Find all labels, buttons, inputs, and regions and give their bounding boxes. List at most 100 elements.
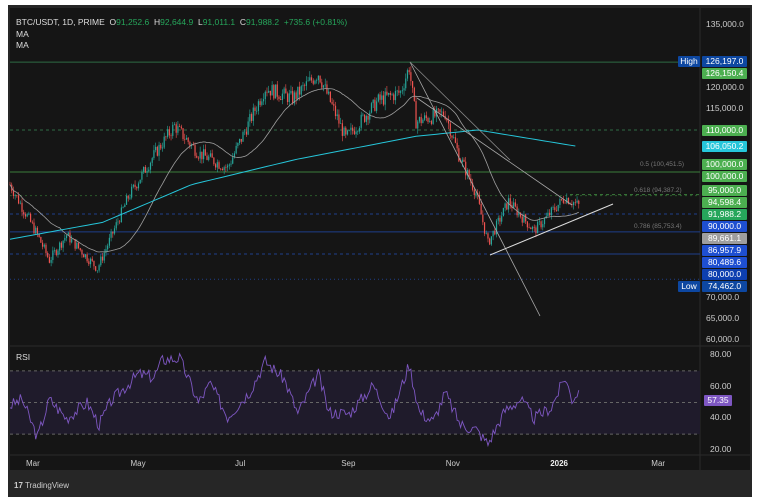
candle-body xyxy=(331,102,333,104)
candle-body xyxy=(122,207,124,208)
candle-body xyxy=(242,132,244,142)
price-label: 89,661.1 xyxy=(702,233,747,245)
candle-body xyxy=(304,85,306,86)
candle-body xyxy=(278,96,280,99)
candle-body xyxy=(269,90,272,96)
candle-body xyxy=(360,114,362,128)
candle-body xyxy=(125,195,128,205)
candle-body xyxy=(425,115,427,119)
tradingview-logo[interactable]: 17 TradingView xyxy=(14,481,69,490)
candle-body xyxy=(165,136,167,138)
candle-body xyxy=(328,91,330,94)
candle-body xyxy=(257,101,260,111)
candle-body xyxy=(67,232,69,236)
candle-body xyxy=(14,195,16,196)
candle-body xyxy=(206,155,208,160)
rsi-legend[interactable]: RSI xyxy=(16,352,31,362)
candle-body xyxy=(262,99,265,102)
candle-body xyxy=(490,236,493,245)
high-value: 92,644.9 xyxy=(160,17,194,27)
candle-body xyxy=(235,145,237,154)
candle-body xyxy=(483,222,486,234)
candle-body xyxy=(408,70,410,73)
candle-body xyxy=(293,92,295,104)
candle-body xyxy=(432,110,434,124)
candle-body xyxy=(119,221,121,223)
candle-body xyxy=(208,156,210,160)
price-label-tag: High xyxy=(678,56,700,68)
candle-body xyxy=(47,253,49,258)
candle-body xyxy=(406,70,409,79)
candle-body xyxy=(554,207,556,210)
candle-body xyxy=(495,220,498,235)
candle-body xyxy=(209,153,212,157)
candle-body xyxy=(297,86,299,99)
candle-body xyxy=(435,108,438,117)
candle-body xyxy=(197,157,200,159)
candle-body xyxy=(345,127,347,135)
ma-legend-2[interactable]: MA xyxy=(16,40,29,50)
rsi-tick-label: 80.00 xyxy=(710,349,732,359)
candle-body xyxy=(187,137,189,142)
candle-body xyxy=(362,114,364,116)
candle-body xyxy=(16,195,18,196)
candle-body xyxy=(475,193,477,196)
candle-body xyxy=(514,202,516,207)
candle-body xyxy=(334,105,337,117)
candle-body xyxy=(552,207,554,208)
candle-body xyxy=(268,90,270,93)
candle-body xyxy=(161,147,164,149)
candle-body xyxy=(561,198,563,200)
candle-body xyxy=(60,242,63,248)
change-value: +735.6 (+0.81%) xyxy=(283,17,348,27)
candle-body xyxy=(310,77,313,81)
candle-body xyxy=(502,207,504,217)
candle-body xyxy=(309,77,311,81)
candle-body xyxy=(509,198,511,206)
candle-body xyxy=(537,221,539,234)
candle-body xyxy=(538,221,540,222)
candle-body xyxy=(449,123,451,136)
candle-body xyxy=(439,109,441,113)
candle-body xyxy=(101,256,104,261)
rsi-tick-label: 60.00 xyxy=(710,380,732,391)
time-tick-label: Mar xyxy=(26,459,40,468)
candle-body xyxy=(504,203,506,208)
candle-body xyxy=(189,141,191,146)
candle-body xyxy=(204,149,206,156)
candle-body xyxy=(542,224,544,228)
candle-body xyxy=(196,155,198,158)
ma-legend-1[interactable]: MA xyxy=(16,29,29,39)
candle-body xyxy=(401,90,403,92)
candle-body xyxy=(149,162,152,170)
candle-body xyxy=(177,126,179,133)
candle-body xyxy=(175,124,177,133)
candle-body xyxy=(184,139,186,140)
candle-body xyxy=(307,80,309,82)
candle-body xyxy=(50,259,52,263)
candle-body xyxy=(543,218,546,225)
candle-body xyxy=(59,242,61,251)
candle-body xyxy=(100,256,102,266)
candle-body xyxy=(115,222,117,229)
candle-body xyxy=(381,95,383,100)
candle-body xyxy=(36,227,39,234)
candle-body xyxy=(400,91,402,93)
candle-body xyxy=(333,103,335,106)
candle-body xyxy=(96,270,98,272)
candle-body xyxy=(398,90,400,93)
candle-body xyxy=(453,137,455,138)
candle-body xyxy=(348,130,350,131)
rsi-tick-label: 40.00 xyxy=(710,412,732,423)
candle-body xyxy=(274,84,277,99)
candle-body xyxy=(233,153,236,158)
candle-body xyxy=(379,94,381,100)
fib-level-label: 0.786 (85,753.4) xyxy=(634,222,682,230)
candle-body xyxy=(168,129,170,136)
candle-body xyxy=(170,135,172,137)
candle-body xyxy=(132,184,134,187)
candle-body xyxy=(271,85,273,96)
candle-body xyxy=(417,121,419,129)
candle-body xyxy=(185,137,188,140)
